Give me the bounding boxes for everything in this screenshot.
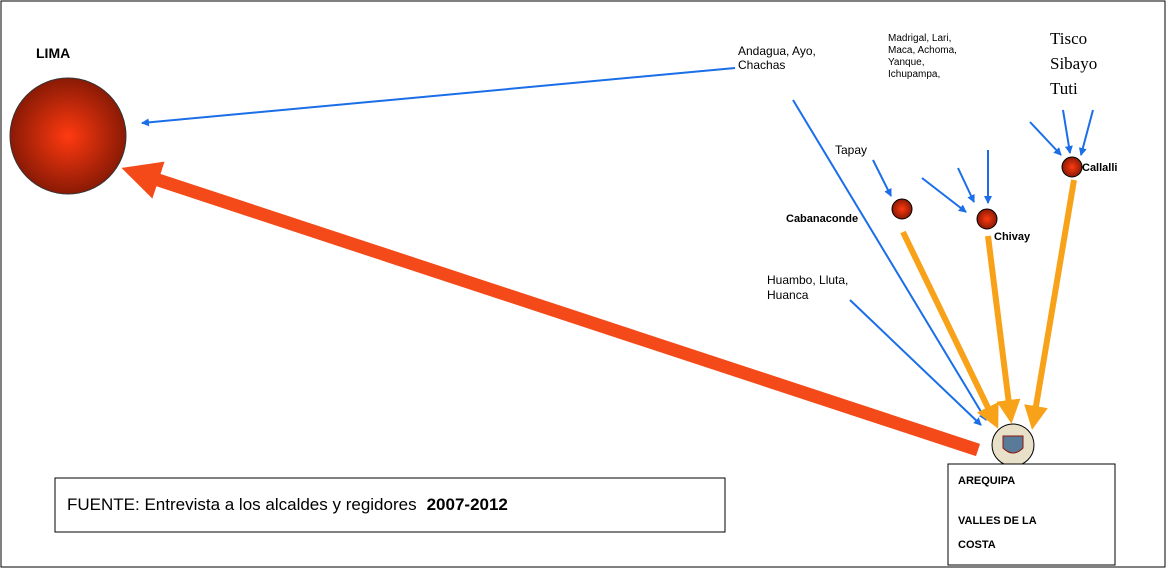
flow (849, 299, 982, 426)
flow (957, 167, 975, 203)
hub-label: AREQUIPA (958, 475, 1015, 487)
source-label: Sibayo (1050, 54, 1097, 73)
hub-label: VALLES DE LA (958, 515, 1037, 527)
seal-shield (1002, 435, 1024, 454)
source-label: Andagua, Ayo, (738, 44, 816, 58)
town-label: Cabanaconde (786, 213, 858, 225)
source-label: Tuti (1050, 79, 1078, 98)
main-flow (121, 161, 981, 457)
source-label: Tisco (1050, 29, 1087, 48)
town-node (891, 198, 913, 220)
hub-label: COSTA (958, 539, 996, 551)
source-label: Tapay (835, 143, 867, 157)
flow (872, 159, 892, 197)
source-label: Maca, Achoma, (888, 45, 957, 56)
source-label: Huambo, Lluta, (767, 273, 848, 287)
flow (921, 177, 967, 213)
flow (900, 230, 999, 429)
flow (1024, 179, 1077, 430)
source-label: Ichupampa, (888, 69, 940, 80)
source-label: Madrigal, Lari, (888, 33, 951, 44)
flow (1078, 109, 1094, 156)
footer-box (54, 477, 726, 533)
lima-label: LIMA (36, 45, 70, 61)
source-label: Huanca (767, 288, 809, 302)
lima-node (9, 77, 127, 195)
hub-box (947, 463, 1116, 566)
footer-text: FUENTE: Entrevista a los alcaldes y regi… (67, 495, 508, 514)
flow (985, 235, 1021, 424)
town-label: Callalli (1082, 162, 1117, 174)
source-label: Yanque, (888, 57, 925, 68)
flow (1029, 121, 1062, 156)
flow (1062, 109, 1073, 154)
flow (792, 99, 987, 421)
flow (141, 67, 736, 127)
town-label: Chivay (994, 231, 1031, 243)
source-label: Chachas (738, 58, 785, 72)
town-node (976, 208, 998, 230)
town-node (1061, 156, 1083, 178)
